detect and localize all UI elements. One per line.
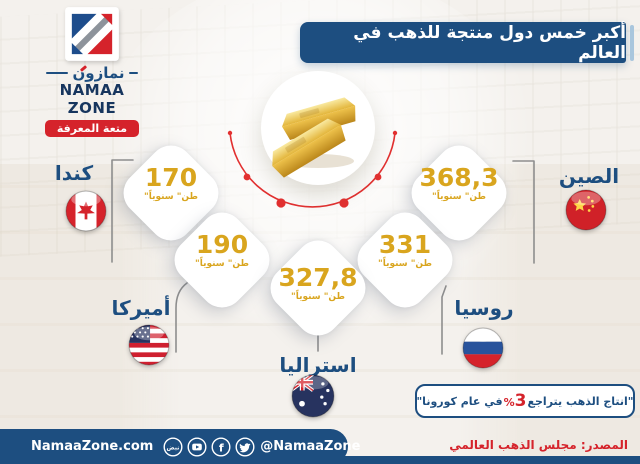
note-box: "انتاج الذهب يتراجع % 3 في عام كورونا": [415, 384, 635, 418]
usa-value-card: 190 طن" سنوياً": [165, 203, 279, 317]
china-unit-label: طن" سنوياً": [432, 191, 487, 202]
source-credit: المصدر: مجلس الذهب العالمي: [449, 438, 628, 452]
russia-unit-label: طن" سنوياً": [378, 258, 433, 269]
namaa-zone-logo-icon: [65, 7, 119, 61]
facebook-icon[interactable]: f: [211, 436, 231, 457]
australia-label: استراليا: [279, 353, 357, 377]
svg-text:f: f: [219, 441, 224, 454]
title-banner-stripe: [630, 25, 634, 61]
brand-name-english: NAMAA ZONE: [59, 81, 125, 117]
flag-china-icon: [565, 189, 607, 231]
canada-value: 170: [144, 162, 198, 192]
brand-tagline-badge: متعة المعرفة: [44, 120, 140, 137]
social-handle[interactable]: @NamaaZone: [260, 439, 361, 454]
youtube-icon[interactable]: [187, 436, 207, 457]
canada-unit-label: طن" سنوياً": [144, 191, 199, 202]
flag-australia-icon: [291, 374, 335, 418]
china-value: 368,3: [419, 162, 499, 192]
canada-bracket-line: [111, 159, 134, 263]
wordmark-rule-left: [46, 72, 69, 74]
flag-usa-icon: [128, 324, 170, 366]
gold-bars-icon: [272, 97, 356, 178]
russia-value: 331: [378, 229, 432, 259]
china-label: الصين: [558, 164, 620, 188]
twitter-icon[interactable]: [235, 436, 255, 457]
usa-value: 190: [195, 229, 249, 259]
red-arc-dots: [227, 130, 398, 208]
russia-value-card: 331 طن" سنوياً": [348, 203, 462, 317]
china-bracket-line: [512, 160, 535, 264]
russia-connector-line: [441, 285, 447, 355]
flag-canada-icon: [65, 190, 107, 232]
canada-label: كندا: [54, 161, 94, 185]
usa-label: أميركا: [111, 296, 171, 320]
percent-number: 3: [514, 390, 527, 411]
svg-text:نبض: نبض: [167, 444, 180, 451]
russia-label: روسيا: [454, 296, 514, 320]
australia-unit-label: طن" سنوياً": [291, 291, 346, 302]
brand-logo: نمازون NAMAA ZONE متعة المعرفة: [34, 6, 150, 137]
note-text-suffix: في عام كورونا": [416, 394, 503, 408]
page-title: أكبر خمس دول منتجة للذهب في العالم: [300, 22, 626, 63]
footer-bar: NamaaZone.com نبض f @NamaaZone: [0, 429, 360, 464]
gold-bars-medallion: [261, 71, 375, 185]
note-percentage: % 3: [503, 390, 527, 411]
red-arc: [229, 132, 396, 208]
nabd-icon[interactable]: نبض: [163, 436, 183, 457]
brand-wordmark-arabic: نمازون: [34, 64, 150, 82]
usa-unit-label: طن" سنوياً": [195, 258, 250, 269]
australia-value: 327,8: [278, 262, 358, 292]
wordmark-rule-right: [128, 72, 138, 74]
usa-connector-line: [175, 282, 188, 353]
flag-russia-icon: [462, 327, 504, 369]
australia-value-card: 327,8 طن" سنوياً": [261, 231, 375, 345]
note-text-prefix: "انتاج الذهب يتراجع: [527, 394, 634, 408]
brand-name-arabic: نمازون: [72, 64, 125, 82]
social-icons-group: نبض f: [163, 436, 255, 457]
website-link[interactable]: NamaaZone.com: [31, 439, 154, 454]
percent-sign: %: [503, 395, 515, 409]
